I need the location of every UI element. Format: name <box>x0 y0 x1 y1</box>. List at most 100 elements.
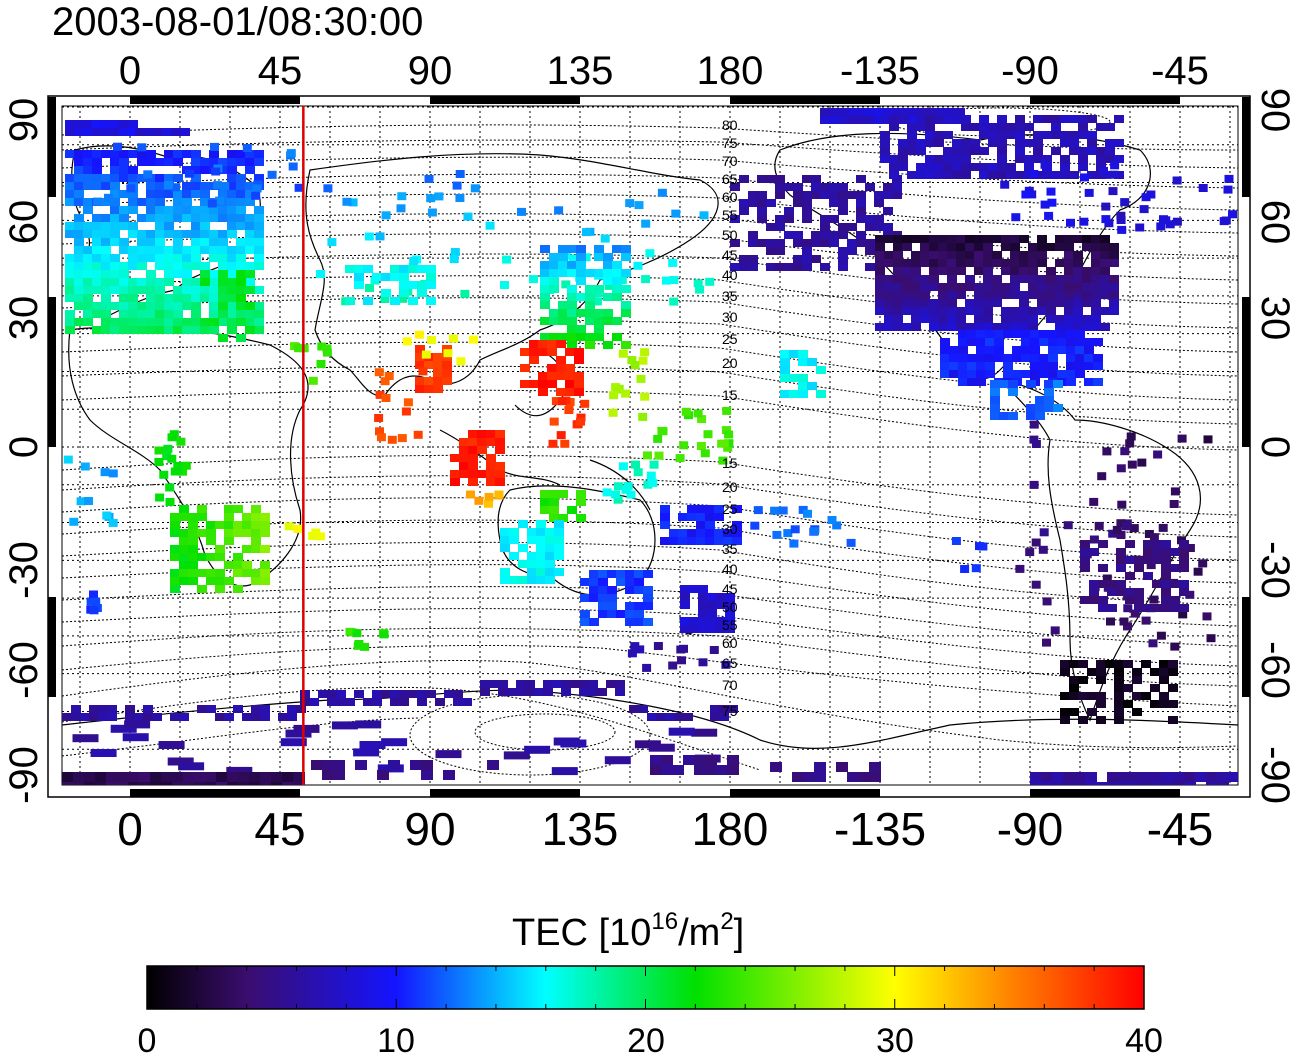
tec-cell <box>558 333 568 341</box>
tec-cell <box>95 772 107 782</box>
tec-cell <box>1132 708 1142 716</box>
tec-cell <box>398 294 408 303</box>
tec-cell <box>643 570 653 578</box>
tec-cell <box>902 323 912 331</box>
tec-cell <box>159 470 169 479</box>
tec-cell <box>997 155 1007 163</box>
tec-cell <box>1028 323 1038 331</box>
tec-cell <box>456 357 466 366</box>
tec-cell <box>1116 556 1126 564</box>
tec-cell <box>517 207 526 216</box>
tec-cell <box>1008 380 1018 388</box>
contour-label-n75: 75 <box>722 135 738 151</box>
tec-cell <box>525 688 535 696</box>
tec-cell <box>236 246 246 254</box>
tec-cell <box>1143 604 1153 612</box>
tec-cell <box>974 235 984 243</box>
tec-cell <box>409 257 419 266</box>
tec-cell <box>618 349 628 358</box>
tec-cell <box>397 434 407 443</box>
tec-cell <box>1084 354 1094 362</box>
tec-cell <box>433 385 443 393</box>
tec-cell <box>627 649 637 658</box>
tec-cell <box>576 269 586 277</box>
tec-cell <box>1150 700 1160 708</box>
tec-cell <box>803 509 812 518</box>
tec-cell <box>200 286 210 294</box>
tec-cell <box>856 231 866 239</box>
tec-cell <box>653 434 663 443</box>
tec-cell <box>698 658 708 667</box>
tec-cell <box>1100 283 1110 291</box>
tec-cell <box>170 521 180 529</box>
tec-cell <box>920 235 930 243</box>
tec-cell <box>128 294 138 302</box>
tec-cell <box>594 269 604 277</box>
tec-cell <box>1028 251 1038 259</box>
tec-cell <box>495 430 505 438</box>
tec-cell <box>625 199 635 208</box>
tec-cell <box>633 468 643 477</box>
tec-cell <box>227 270 237 278</box>
tec-cell <box>1024 171 1034 179</box>
tec-cell <box>943 163 953 171</box>
tec-cell <box>468 446 478 454</box>
tec-cell <box>696 513 706 521</box>
tec-cell <box>976 338 986 346</box>
tec-cell <box>916 139 926 147</box>
tec-cell <box>999 380 1009 388</box>
tec-cell <box>597 688 607 696</box>
tec-cell <box>242 545 252 553</box>
tec-cell <box>919 108 929 116</box>
tec-cell <box>567 261 577 269</box>
tec-cell <box>374 414 384 422</box>
tec-cell <box>689 617 699 625</box>
tec-cell <box>251 577 261 585</box>
tec-cell <box>236 206 246 214</box>
tec-cell <box>227 254 237 262</box>
tec-cell <box>827 516 837 524</box>
tec-cell <box>585 333 595 341</box>
tec-cell <box>1000 180 1010 189</box>
tec-cell <box>585 317 595 325</box>
tec-cell <box>1078 163 1088 171</box>
tec-cell <box>172 782 184 785</box>
tec-cell <box>928 108 938 116</box>
tec-cell <box>245 318 255 326</box>
tec-cell <box>929 267 939 275</box>
tec-cell <box>191 206 201 214</box>
tec-cell <box>1001 243 1011 251</box>
tec-cell <box>874 191 884 199</box>
tec-cell <box>1129 782 1141 785</box>
tec-cell <box>110 222 120 230</box>
tec-cell <box>1075 354 1085 362</box>
tec-cell <box>938 235 948 243</box>
tec-cell <box>348 198 358 207</box>
tec-cell <box>106 772 118 782</box>
tec-cell <box>242 713 252 721</box>
tec-cell <box>417 281 427 289</box>
tec-cell <box>1156 222 1166 231</box>
tec-cell <box>1152 540 1162 548</box>
tec-cell <box>146 214 156 222</box>
top-axis-labels: 0 45 90 135 180 -135 -90 -45 <box>119 49 1209 93</box>
tec-cell <box>1091 243 1101 251</box>
tec-cell <box>556 364 566 372</box>
tec-cell <box>718 456 728 465</box>
tec-cell <box>1094 521 1104 530</box>
tec-cell <box>1228 772 1238 782</box>
tec-cell <box>811 191 821 199</box>
tec-cell <box>965 259 975 267</box>
left-tick-0: 0 <box>2 436 46 458</box>
tec-cell <box>875 307 885 315</box>
tec-cell <box>1028 315 1038 323</box>
tec-cell <box>455 170 465 178</box>
tec-cell <box>421 770 433 780</box>
tec-cell <box>884 275 894 283</box>
tec-cell <box>1165 220 1175 229</box>
tec-cell <box>561 680 571 688</box>
tec-cell <box>251 713 261 721</box>
tec-cell <box>545 568 555 576</box>
tec-cell <box>209 326 219 334</box>
tec-cell <box>780 366 790 374</box>
